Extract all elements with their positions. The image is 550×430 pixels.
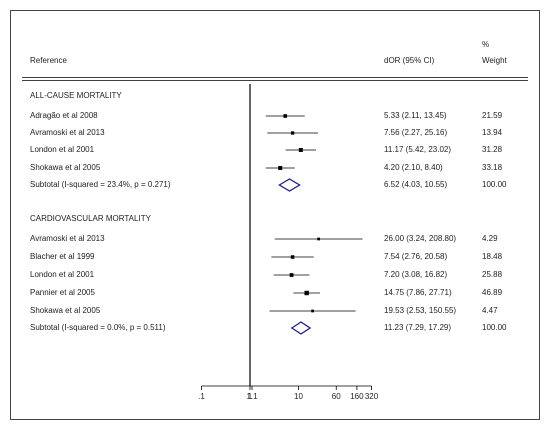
study-weight: 31.28: [482, 145, 503, 154]
point-estimate: [304, 290, 309, 296]
subtotal-estimate-ci: 6.52 (4.03, 10.55): [384, 180, 448, 189]
subtotal-weight: 100.00: [482, 323, 507, 332]
x-tick-label: 1: [247, 392, 253, 401]
study-weight: 21.59: [482, 111, 503, 120]
x-tick-label: 10: [294, 392, 303, 401]
point-estimate: [290, 255, 295, 259]
point-estimate: [289, 273, 294, 277]
point-estimate: [283, 114, 288, 118]
study-estimate-ci: 5.33 (2.11, 13.45): [384, 111, 447, 120]
study-estimate-ci: 26.00 (3.24, 208.80): [384, 234, 457, 243]
study-weight: 25.88: [482, 270, 503, 279]
point-estimate: [311, 309, 314, 313]
study-weight: 33.18: [482, 163, 503, 172]
study-weight: 4.29: [482, 234, 498, 243]
study-estimate-ci: 11.17 (5.42, 23.02): [384, 145, 452, 154]
study-estimate-ci: 7.56 (2.27, 25.16): [384, 128, 448, 137]
group-title: ALL-CAUSE MORTALITY: [30, 91, 122, 100]
subtotal-diamond: [290, 321, 312, 335]
study-weight: 4.47: [482, 306, 498, 315]
group-title: CARDIOVASCULAR MORTALITY: [30, 214, 151, 223]
study-name: Blacher et al 1999: [30, 252, 95, 261]
subtotal-diamond: [278, 178, 301, 192]
study-name: Shokawa et al 2005: [30, 163, 101, 172]
study-estimate-ci: 7.54 (2.76, 20.58): [384, 252, 448, 261]
x-tick-label: .1: [198, 392, 205, 401]
point-estimate: [298, 148, 303, 152]
study-weight: 13.94: [482, 128, 503, 137]
study-name: Pannier et al 2005: [30, 288, 95, 297]
study-name: Avramoski et al 2013: [30, 234, 105, 243]
subtotal-estimate-ci: 11.23 (7.29, 17.29): [384, 323, 452, 332]
subtotal-label: Subtotal (I-squared = 23.4%, p = 0.271): [30, 180, 171, 189]
study-name: Adragão et al 2008: [30, 111, 98, 120]
study-weight: 18.48: [482, 252, 503, 261]
outer-frame: [10, 10, 540, 420]
study-estimate-ci: 7.20 (3.08, 16.82): [384, 270, 448, 279]
subtotal-label: Subtotal (I-squared = 0.0%, p = 0.511): [30, 323, 166, 332]
point-estimate: [278, 165, 283, 171]
x-tick-label: 320: [364, 392, 379, 401]
header-weight: Weight: [482, 56, 507, 65]
subtotal-weight: 100.00: [482, 180, 507, 189]
header-reference: Reference: [30, 56, 67, 65]
study-name: London et al 2001: [30, 270, 95, 279]
study-name: Avramoski et al 2013: [30, 128, 105, 137]
x-tick-label: 60: [331, 392, 341, 401]
x-tick-label: 160: [350, 392, 364, 401]
study-estimate-ci: 19.53 (2.53, 150.55): [384, 306, 457, 315]
study-name: London et al 2001: [30, 145, 95, 154]
x-tick-label: 1.1: [246, 392, 258, 401]
point-estimate: [290, 131, 295, 135]
header-weight-percent: %: [482, 40, 490, 49]
study-estimate-ci: 14.75 (7.86, 27.71): [384, 288, 452, 297]
study-weight: 46.89: [482, 288, 503, 297]
header-estimate: dOR (95% CI): [384, 56, 435, 65]
study-estimate-ci: 4.20 (2.10, 8.40): [384, 163, 443, 172]
point-estimate: [317, 237, 320, 241]
study-name: Shokawa et al 2005: [30, 306, 101, 315]
